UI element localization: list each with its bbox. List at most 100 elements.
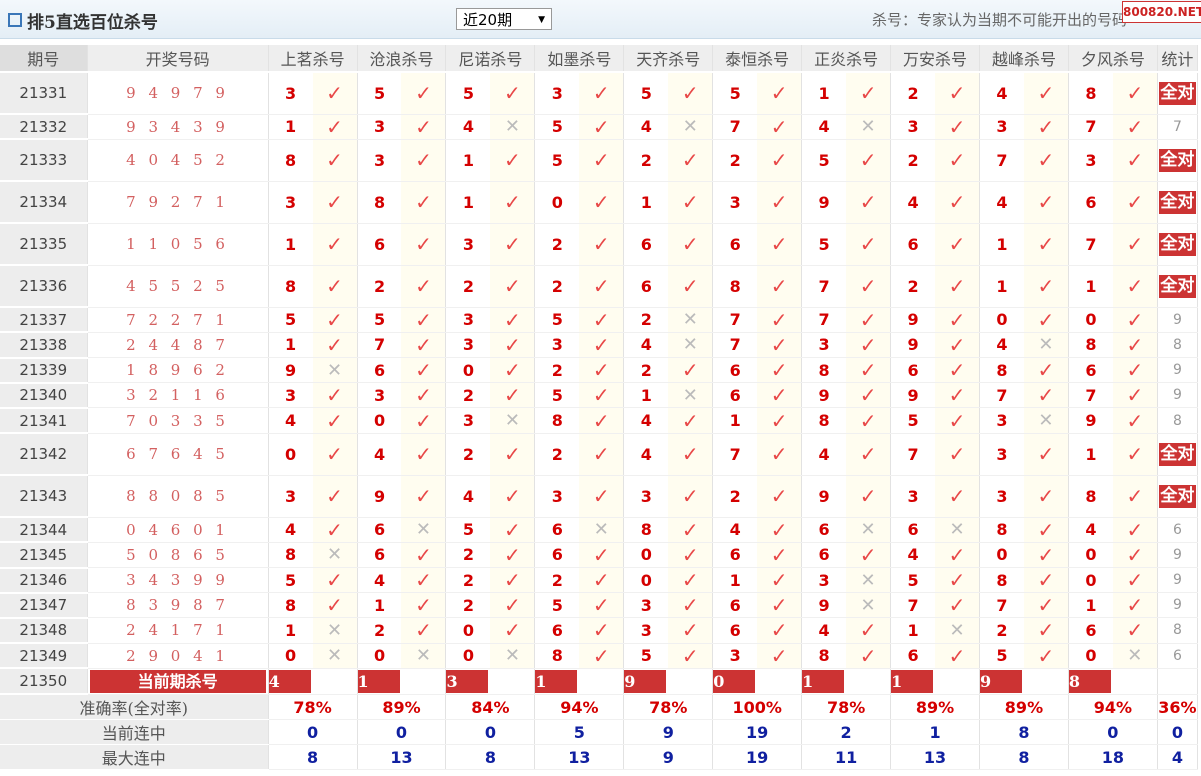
kill-number: 6 xyxy=(712,223,758,266)
kill-number: 5 xyxy=(445,517,491,543)
current-label: 当前期杀号 xyxy=(89,669,266,693)
kill-number: 3 xyxy=(801,332,847,359)
check-icon: ✓ xyxy=(579,567,625,594)
page-title-text: 排5直选百位杀号 xyxy=(27,13,158,33)
check-icon: ✓ xyxy=(401,223,447,266)
kill-number: 1 xyxy=(712,567,758,594)
current-kill-cell: 3 xyxy=(445,668,536,695)
kill-number: 0 xyxy=(268,433,313,476)
check-icon: ✓ xyxy=(668,72,714,115)
kill-number: 6 xyxy=(890,223,936,266)
check-icon: ✓ xyxy=(935,139,980,182)
check-icon: ✓ xyxy=(935,542,980,569)
header-expert: 夕风杀号 xyxy=(1068,45,1158,73)
check-icon: ✓ xyxy=(401,542,447,569)
check-icon: ✓ xyxy=(846,643,892,669)
check-icon: ✓ xyxy=(1112,307,1158,333)
check-icon: ✓ xyxy=(579,181,625,224)
kill-number: 1 xyxy=(445,181,491,224)
check-icon: ✓ xyxy=(1112,475,1158,518)
footer-label: 最大连中 xyxy=(0,744,269,771)
period-select-value: 近20期 xyxy=(463,11,513,29)
kill-number: 7 xyxy=(712,433,758,476)
kill-number: 3 xyxy=(445,407,491,434)
kill-number: 7 xyxy=(712,307,758,333)
kill-number: 9 xyxy=(357,475,402,518)
cross-icon: ✕ xyxy=(1023,332,1069,359)
kill-number: 2 xyxy=(534,567,580,594)
period-select[interactable]: 近20期 ▼ xyxy=(456,8,552,30)
kill-number: 2 xyxy=(357,265,402,308)
period-cell: 21348 xyxy=(0,617,88,645)
check-icon: ✓ xyxy=(846,475,892,518)
cross-icon: ✕ xyxy=(312,643,358,669)
stat-cell: 全对 xyxy=(1157,433,1199,476)
check-icon: ✓ xyxy=(935,223,980,266)
kill-note: 杀号：专家认为当期不可能开出的号码 xyxy=(872,11,1128,29)
kill-number: 0 xyxy=(623,542,669,569)
kill-number: 7 xyxy=(890,592,936,619)
check-icon: ✓ xyxy=(401,407,447,434)
table-row: 21348 2 4 1 7 1 1 ✕ 2 ✓ 0 ✓ 6 ✓ 3 ✓ 6 ✓ 4 ✓ 1 ✕ 2 ✓ 6 ✓ 8 xyxy=(0,617,1199,645)
kill-number: 7 xyxy=(979,382,1024,409)
check-icon: ✓ xyxy=(668,592,714,619)
draw-number: 1 1 0 5 6 xyxy=(87,223,269,266)
kill-number: 3 xyxy=(445,332,491,359)
kill-number: 6 xyxy=(801,517,847,543)
current-kill-badge: 1 xyxy=(891,669,934,693)
check-icon: ✓ xyxy=(668,617,714,644)
kill-number: 5 xyxy=(890,567,936,594)
check-icon: ✓ xyxy=(668,407,714,434)
kill-number: 4 xyxy=(801,114,847,140)
check-icon: ✓ xyxy=(1112,567,1158,594)
kill-number: 9 xyxy=(1068,407,1113,434)
current-kill-badge: 3 xyxy=(446,669,489,693)
check-icon: ✓ xyxy=(312,517,358,543)
check-icon: ✓ xyxy=(668,265,714,308)
draw-number: 8 8 0 8 5 xyxy=(87,475,269,518)
check-icon: ✓ xyxy=(1023,265,1069,308)
period-cell: 21339 xyxy=(0,357,88,384)
check-icon: ✓ xyxy=(1112,114,1158,140)
check-icon: ✓ xyxy=(579,114,625,140)
current-kill-badge: 9 xyxy=(979,669,1022,693)
kill-number: 1 xyxy=(445,139,491,182)
draw-number: 9 4 9 7 9 xyxy=(87,72,269,115)
all-correct-badge: 全对 xyxy=(1158,442,1196,466)
kill-number: 3 xyxy=(357,139,402,182)
current-kill-cell: 1 xyxy=(357,668,447,695)
stat-cell: 8 xyxy=(1157,332,1199,359)
check-icon: ✓ xyxy=(757,475,803,518)
kill-number: 6 xyxy=(357,542,402,569)
cross-icon: ✕ xyxy=(312,617,358,644)
kill-number: 6 xyxy=(1068,617,1113,644)
current-kill-cell: 1 xyxy=(801,668,892,695)
kill-number: 9 xyxy=(801,475,847,518)
kill-number: 3 xyxy=(979,475,1024,518)
period-cell: 21350 xyxy=(0,668,88,696)
kill-number: 8 xyxy=(268,592,313,619)
kill-number: 1 xyxy=(623,382,669,409)
check-icon: ✓ xyxy=(935,382,980,409)
period-cell: 21336 xyxy=(0,265,88,309)
table-row: 21344 0 4 6 0 1 4 ✓ 6 ✕ 5 ✓ 6 ✕ 8 ✓ 4 ✓ 6 ✕ 6 ✕ 8 ✓ 4 ✓ 6 xyxy=(0,517,1199,544)
kill-number: 4 xyxy=(890,542,936,569)
check-icon: ✓ xyxy=(490,139,536,182)
check-icon: ✓ xyxy=(757,181,803,224)
stat-cell: 9 xyxy=(1157,307,1199,333)
check-icon: ✓ xyxy=(579,407,625,434)
header-expert: 如墨杀号 xyxy=(534,45,625,73)
footer-value: 0 xyxy=(1068,719,1158,746)
kill-number: 2 xyxy=(445,433,491,476)
kill-number: 2 xyxy=(445,382,491,409)
kill-number: 1 xyxy=(801,72,847,115)
kill-number: 3 xyxy=(534,475,580,518)
check-icon: ✓ xyxy=(490,433,536,476)
kill-number: 5 xyxy=(534,114,580,140)
check-icon: ✓ xyxy=(1023,382,1069,409)
kill-number: 1 xyxy=(1068,433,1113,476)
check-icon: ✓ xyxy=(401,433,447,476)
period-cell: 21334 xyxy=(0,181,88,225)
kill-number: 5 xyxy=(890,407,936,434)
kill-number: 8 xyxy=(534,407,580,434)
